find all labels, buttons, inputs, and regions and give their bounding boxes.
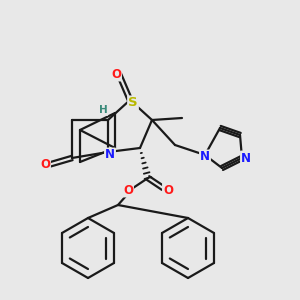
Text: O: O [111, 68, 121, 80]
Text: O: O [40, 158, 50, 172]
Text: N: N [241, 152, 251, 164]
Text: N: N [200, 151, 210, 164]
Text: N: N [105, 148, 115, 161]
Text: O: O [123, 184, 133, 196]
Text: S: S [128, 97, 138, 110]
Text: O: O [163, 184, 173, 196]
Text: H: H [99, 105, 107, 115]
